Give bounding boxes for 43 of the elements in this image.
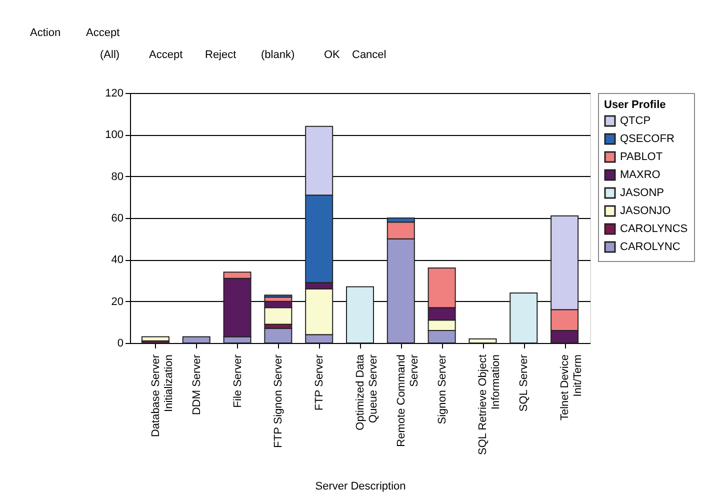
x-tick-label: SQL Server <box>518 354 530 412</box>
y-tick-label: 100 <box>105 129 124 142</box>
legend-label: PABLOT <box>620 151 663 163</box>
legend-title: User Profile <box>604 99 666 111</box>
x-tick-label: Signon Server <box>436 354 448 424</box>
x-tick-label: Database Server Initialization <box>150 354 175 438</box>
text: Reject <box>205 49 236 61</box>
legend-label: JASONJO <box>620 205 672 217</box>
x-tick-label: FTP Signon Server <box>272 354 285 448</box>
legend-label: QTCP <box>620 115 651 127</box>
bar <box>346 286 374 344</box>
y-tick-label: 80 <box>111 170 124 183</box>
y-tick-label: 40 <box>111 254 124 266</box>
bar <box>510 292 538 344</box>
x-axis-title: Server Description <box>315 480 406 492</box>
legend-label: CAROLYNCS <box>620 223 688 235</box>
legend-label: MAXRO <box>620 169 661 181</box>
text: Cancel <box>352 49 386 61</box>
text: (All) <box>100 49 120 61</box>
text: Accept <box>86 27 120 39</box>
x-tick-label: Remote Command Server <box>395 354 420 447</box>
legend-label: CAROLYNC <box>620 241 680 253</box>
legend-label: JASONP <box>620 187 664 199</box>
x-tick-label: DDM Server <box>190 354 203 416</box>
x-tick-label: SQL Retrieve Object Information <box>477 354 502 455</box>
bar <box>182 336 210 344</box>
bar <box>141 336 170 342</box>
x-tick-label: Optimized Data Queue Server <box>354 354 380 430</box>
text: Action <box>30 27 61 39</box>
bar <box>264 328 292 344</box>
y-tick-label: 20 <box>111 296 124 308</box>
legend-label: QSECOFR <box>620 133 674 145</box>
x-tick-label: File Server <box>232 354 244 408</box>
y-tick-label: 120 <box>105 88 124 100</box>
y-tick-label: 0 <box>117 338 124 350</box>
y-tick-label: 60 <box>111 212 124 224</box>
x-tick-label: Telnet Device Init/Term <box>559 354 584 421</box>
bar <box>264 294 292 298</box>
text: Accept <box>149 49 183 61</box>
text: (blank) <box>261 49 295 61</box>
bar <box>468 338 497 344</box>
x-tick-label: FTP Server <box>314 354 326 411</box>
text: OK <box>324 49 341 61</box>
